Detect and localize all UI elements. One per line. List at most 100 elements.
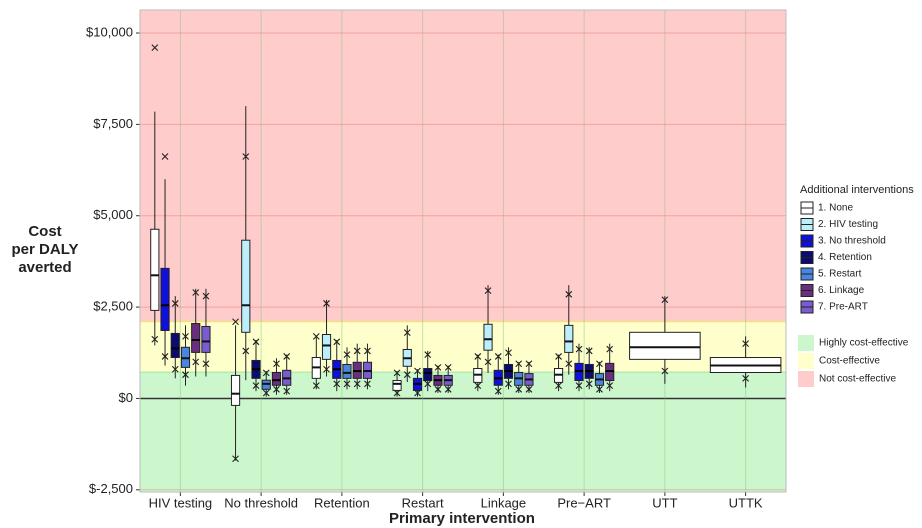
box-group [594, 360, 605, 393]
box-group [605, 343, 615, 392]
cross-marker [312, 332, 320, 340]
y-axis-title: per DALY [12, 241, 79, 258]
box-group [433, 364, 443, 393]
box [629, 331, 701, 360]
box-group [483, 285, 493, 373]
cross-marker [661, 296, 669, 304]
cross-marker [424, 380, 432, 388]
y-tick-label: $0 [119, 390, 133, 405]
cross-marker [575, 382, 583, 390]
cross-marker [414, 367, 421, 375]
cross-marker [312, 382, 320, 390]
x-tick-label: Linkage [481, 495, 527, 510]
box-group [473, 353, 483, 392]
box-group [362, 343, 373, 390]
cross-marker [252, 382, 260, 390]
x-tick-label: Pre−ART [557, 495, 611, 510]
box [170, 332, 180, 359]
y-axis-title: averted [18, 259, 71, 276]
box-group [261, 369, 271, 397]
x-tick-label: Retention [314, 495, 370, 510]
cross-marker [444, 364, 452, 371]
cross-marker [333, 380, 341, 388]
cross-marker [242, 153, 250, 160]
cross-marker [742, 340, 750, 348]
cross-marker [283, 353, 291, 360]
cost-band [140, 372, 786, 492]
box-group [352, 343, 362, 390]
box-group [311, 332, 321, 390]
box-group [493, 353, 503, 395]
box [230, 374, 241, 406]
cross-marker [474, 353, 482, 360]
cross-marker [596, 360, 603, 368]
cross-marker [494, 387, 502, 395]
cross-marker [484, 287, 492, 295]
cross-marker [192, 358, 200, 366]
cross-marker [555, 382, 562, 390]
cross-marker [585, 347, 593, 355]
legend-title: Additional interventions [800, 184, 914, 196]
x-axis-title: Primary intervention [389, 510, 535, 527]
legend-swatch [798, 353, 814, 369]
cross-marker [414, 389, 421, 397]
legend-swatch [798, 335, 814, 351]
x-tick-label: No threshold [224, 495, 298, 510]
cross-marker [182, 371, 189, 379]
cross-marker [343, 351, 351, 358]
cross-marker [192, 289, 200, 296]
legend-label: 7. Pre-ART [818, 302, 868, 313]
cross-marker [505, 349, 512, 357]
cross-marker [565, 360, 573, 368]
box-group [160, 153, 170, 366]
cross-marker [202, 360, 210, 368]
x-tick-label: HIV testing [149, 495, 213, 510]
cross-marker [515, 385, 523, 393]
cross-marker [232, 455, 239, 463]
box-group [230, 318, 241, 463]
box [321, 334, 332, 360]
cross-marker [273, 385, 280, 393]
cross-marker [182, 332, 189, 340]
cross-marker [393, 369, 401, 377]
cross-marker [333, 338, 341, 346]
box [342, 363, 352, 379]
cross-marker [474, 382, 482, 390]
box [392, 380, 402, 391]
cross-marker [364, 347, 371, 355]
cross-marker [202, 292, 210, 300]
cross-marker [403, 329, 411, 337]
box-group [564, 285, 574, 375]
box [191, 323, 201, 353]
box [160, 267, 170, 331]
cross-marker [151, 335, 159, 343]
y-tick-label: $7,500 [93, 116, 133, 131]
cross-marker [161, 353, 169, 360]
legend-label: 5. Restart [818, 269, 862, 280]
cross-marker [494, 353, 502, 360]
legend-label: 2. HIV testing [818, 219, 878, 230]
y-tick-label: $2,500 [93, 299, 133, 314]
y-axis-title: Cost [28, 223, 61, 240]
box [564, 324, 574, 353]
cross-marker [262, 389, 270, 397]
cross-marker [273, 360, 280, 368]
box-group [241, 106, 251, 381]
legend-swatch [798, 371, 814, 387]
x-tick-label: Restart [402, 495, 444, 510]
box-group [553, 353, 564, 392]
box-group [524, 360, 534, 393]
box-group [180, 325, 191, 386]
legend-label: 6. Linkage [818, 285, 865, 296]
box [241, 239, 251, 333]
cross-marker [323, 365, 330, 373]
cross-marker [434, 364, 442, 371]
legend-label: 3. No threshold [818, 236, 886, 247]
box-group [402, 325, 412, 383]
box-group [342, 347, 352, 390]
cross-marker [161, 153, 169, 160]
cross-marker [742, 374, 750, 382]
cross-marker [606, 345, 614, 353]
cross-marker [262, 369, 270, 377]
